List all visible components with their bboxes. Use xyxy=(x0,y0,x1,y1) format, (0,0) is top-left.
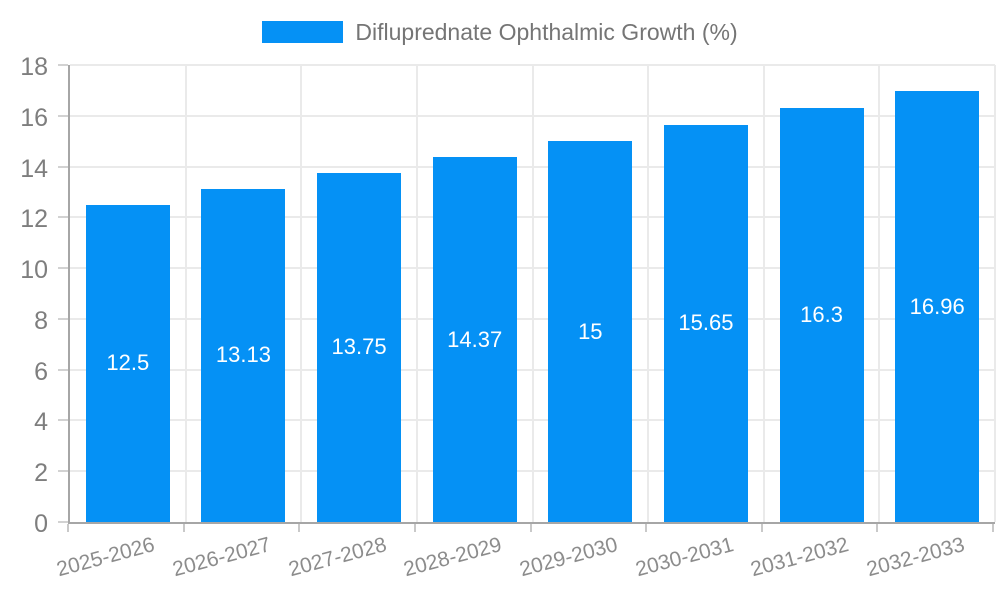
x-tick xyxy=(182,524,185,532)
bar: 13.75 xyxy=(317,172,402,522)
bar-value-label: 16.96 xyxy=(909,293,965,319)
y-tick-label: 6 xyxy=(34,357,48,386)
x-tick-label: 2029-2030 xyxy=(517,533,621,582)
y-tick xyxy=(58,470,68,473)
v-gridline xyxy=(647,65,650,522)
y-tick-label: 18 xyxy=(20,53,48,81)
v-gridline xyxy=(878,65,881,522)
bar-value-label: 13.13 xyxy=(215,342,271,368)
y-tick xyxy=(58,317,68,320)
bar: 16.3 xyxy=(779,108,864,522)
y-tick xyxy=(58,368,68,371)
legend: Difluprednate Ophthalmic Growth (%) xyxy=(0,19,1000,45)
y-tick-label: 16 xyxy=(20,103,48,132)
bar-value-label: 12.5 xyxy=(106,350,150,376)
x-tick xyxy=(760,524,763,532)
v-gridline xyxy=(994,65,996,522)
bar: 16.96 xyxy=(895,91,980,522)
v-gridline xyxy=(531,65,534,522)
x-tick xyxy=(413,524,416,532)
y-tick-label: 8 xyxy=(34,306,48,335)
bar-value-label: 14.37 xyxy=(447,326,503,352)
v-gridline xyxy=(415,65,418,522)
v-gridline xyxy=(184,65,187,522)
x-tick-label: 2031-2032 xyxy=(748,533,852,582)
y-tick xyxy=(58,165,68,168)
x-tick-label: 2032-2033 xyxy=(863,533,967,582)
x-tick xyxy=(645,524,648,532)
legend-label: Difluprednate Ophthalmic Growth (%) xyxy=(355,18,738,45)
bar: 12.5 xyxy=(85,204,170,522)
legend-swatch-icon xyxy=(262,21,344,43)
bar-value-label: 13.75 xyxy=(331,334,387,360)
x-tick-label: 2027-2028 xyxy=(285,533,389,582)
y-tick xyxy=(58,64,68,66)
y-tick xyxy=(58,216,68,219)
y-tick-label: 14 xyxy=(20,154,48,183)
x-tick xyxy=(876,524,879,532)
y-tick xyxy=(58,114,68,117)
bar-value-label: 15 xyxy=(578,318,603,344)
bar: 13.13 xyxy=(201,188,286,522)
x-tick-label: 2028-2029 xyxy=(401,533,505,582)
y-tick-label: 12 xyxy=(20,205,48,234)
x-tick-label: 2025-2026 xyxy=(54,533,158,582)
bar: 14.37 xyxy=(432,157,517,522)
x-tick-label: 2030-2031 xyxy=(632,533,736,582)
v-gridline xyxy=(300,65,303,522)
y-tick-label: 4 xyxy=(34,408,48,437)
x-tick xyxy=(298,524,301,532)
y-tick-label: 10 xyxy=(20,256,48,285)
bar-value-label: 16.3 xyxy=(800,302,843,328)
y-tick xyxy=(58,521,68,523)
y-tick xyxy=(58,419,68,422)
x-tick xyxy=(67,524,69,532)
bar: 15 xyxy=(548,141,633,522)
x-tick-label: 2026-2027 xyxy=(170,533,274,582)
y-tick-label: 2 xyxy=(34,459,48,488)
v-gridline xyxy=(762,65,765,522)
y-tick-label: 0 xyxy=(34,510,48,538)
bar-value-label: 15.65 xyxy=(678,310,734,336)
plot-area: 12.5 13.13 13.75 14.37 15 15.65 16.3 16.96 xyxy=(68,64,996,524)
x-tick xyxy=(529,524,532,532)
y-tick xyxy=(58,267,68,270)
bar: 15.65 xyxy=(663,124,748,522)
legend-item[interactable]: Difluprednate Ophthalmic Growth (%) xyxy=(262,18,738,46)
x-tick xyxy=(992,524,994,532)
